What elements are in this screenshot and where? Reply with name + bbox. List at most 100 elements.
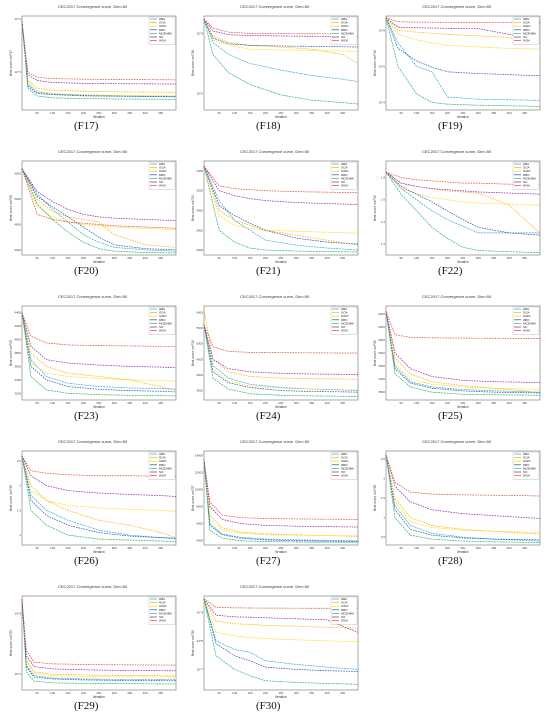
series-line-woa — [21, 21, 177, 81]
y-axis-label: Best score on F24 — [191, 340, 195, 366]
legend-entry: SO — [341, 470, 346, 474]
chart-panel-f18: CEC2017 Convergence curve, Dim=50 (F18) 50… — [190, 4, 362, 134]
series-line-so — [21, 312, 177, 369]
x-tick-label: 250 — [278, 401, 283, 405]
legend-entry: GWO — [523, 459, 531, 463]
series-line-so — [21, 599, 177, 672]
legend-entry: GWO — [523, 24, 531, 28]
y-axis-label: Best score on F23 — [9, 340, 13, 366]
x-tick-label: 350 — [491, 111, 496, 115]
legend-entry: DBO — [341, 173, 348, 177]
x-tick-label: 150 — [247, 256, 252, 260]
y-tick-label: 5000 — [196, 342, 203, 346]
y-tick-label: 10^8 — [379, 28, 386, 32]
series-line-gwo — [21, 455, 177, 512]
x-tick-label: 350 — [309, 256, 314, 260]
series-line-hba — [385, 171, 540, 234]
series-line-hba — [203, 459, 359, 542]
x-tick-label: 200 — [263, 691, 268, 695]
legend-entry: SO — [341, 35, 346, 39]
x-tick-label: 150 — [65, 691, 70, 695]
x-tick-label: 50 — [399, 256, 403, 260]
x-tick-label: 150 — [247, 401, 252, 405]
x-axis-label: Iteration — [457, 115, 469, 119]
legend-entry: SO — [159, 180, 164, 184]
x-tick-label: 50 — [35, 111, 39, 115]
x-tick-label: 50 — [217, 111, 221, 115]
y-tick-label: 3600 — [14, 364, 21, 368]
series-line-goa — [21, 21, 177, 93]
series-line-mcehba — [385, 454, 541, 543]
legend-box — [512, 16, 540, 45]
legend-box — [330, 161, 358, 190]
y-axis-label: Best score on F27 — [191, 485, 195, 511]
legend-entry: GWO — [159, 169, 167, 173]
x-tick-label: 300 — [294, 111, 299, 115]
x-tick-label: 450 — [158, 401, 163, 405]
legend-entry: DBO — [341, 608, 348, 612]
chart-panel-f19: CEC2017 Convergence curve, Dim=50 (F19) 50… — [372, 4, 544, 134]
chart-title: CEC2017 Convergence curve, Dim=50 — [58, 149, 128, 154]
series-line-woa — [203, 324, 358, 354]
x-tick-label: 100 — [50, 256, 55, 260]
legend-entry: SO — [159, 470, 164, 474]
x-tick-label: 100 — [414, 546, 419, 550]
y-tick-label: 5000 — [378, 351, 385, 355]
chart-svg: 50 100 150 200 250 300 350 400 450 Iteration Best … — [191, 595, 359, 699]
series-line-so — [385, 17, 541, 41]
x-tick-label: 350 — [309, 111, 314, 115]
legend-entry: DBO — [523, 28, 530, 32]
series-line-goa — [21, 599, 177, 677]
legend-entry: GWO — [159, 459, 167, 463]
chart-panel-f21: CEC2017 Convergence curve, Dim=50 (F21) 50… — [190, 149, 362, 279]
legend-entry: SO — [523, 470, 528, 474]
y-tick-label: 4000 — [196, 373, 203, 377]
x-tick-label: 400 — [507, 111, 512, 115]
series-line-woa — [21, 599, 177, 666]
y-tick-label: 10^7 — [197, 667, 204, 671]
chart-title: CEC2017 Convergence curve, Dim=50 — [240, 584, 310, 589]
x-axis-label: Iteration — [275, 695, 287, 699]
x-axis-label: Iteration — [275, 405, 287, 409]
x-tick-label: 350 — [491, 256, 496, 260]
y-tick-label: 10^9 — [197, 610, 204, 614]
legend-entry: GOA — [523, 21, 530, 25]
x-tick-label: 100 — [50, 546, 55, 550]
series-line-gwo — [21, 21, 177, 97]
legend-entry: HBA — [159, 307, 165, 311]
series-line-gwo — [21, 312, 177, 382]
y-tick-label: 6000 — [196, 310, 203, 314]
x-tick-label: 50 — [217, 256, 221, 260]
x-tick-label: 100 — [232, 256, 237, 260]
x-tick-label: 150 — [65, 546, 70, 550]
x-tick-label: 400 — [143, 401, 148, 405]
x-tick-label: 250 — [96, 111, 101, 115]
x-tick-label: 300 — [112, 111, 117, 115]
legend-entry: SO — [159, 615, 164, 619]
chart-svg: 50 100 150 200 250 300 350 400 450 Iteration Best … — [373, 450, 541, 554]
x-tick-label: 150 — [65, 111, 70, 115]
legend-entry: HBA — [159, 162, 165, 166]
legend-entry: GWO — [341, 604, 349, 608]
series-line-so — [203, 18, 359, 37]
x-tick-label: 200 — [81, 546, 86, 550]
legend-entry: HBA — [523, 17, 529, 21]
legend-entry: WOA — [159, 619, 166, 623]
x-tick-label: 200 — [263, 111, 268, 115]
series-line-mcehba — [21, 599, 177, 685]
legend-entry: WOA — [341, 39, 348, 43]
legend-entry: DBO — [523, 318, 530, 322]
y-axis-label: Best score on F19 — [373, 50, 377, 76]
legend-entry: GOA — [341, 166, 348, 170]
x-tick-label: 250 — [460, 256, 465, 260]
y-tick-label: 4500 — [196, 357, 203, 361]
chart-svg: 50 100 150 200 250 300 350 400 450 Iteration Best … — [191, 450, 359, 554]
chart-panel-f28: CEC2017 Convergence curve, Dim=50 (F28) 50… — [372, 439, 544, 569]
chart-caption: (F27) — [256, 555, 281, 567]
legend-entry: HBA — [159, 452, 165, 456]
series-line-hba — [385, 311, 541, 393]
series-line-dbo — [385, 171, 541, 236]
chart-panel-f27: CEC2017 Convergence curve, Dim=50 (F27) 50… — [190, 439, 362, 569]
x-tick-label: 250 — [96, 401, 101, 405]
x-tick-label: 200 — [81, 256, 86, 260]
